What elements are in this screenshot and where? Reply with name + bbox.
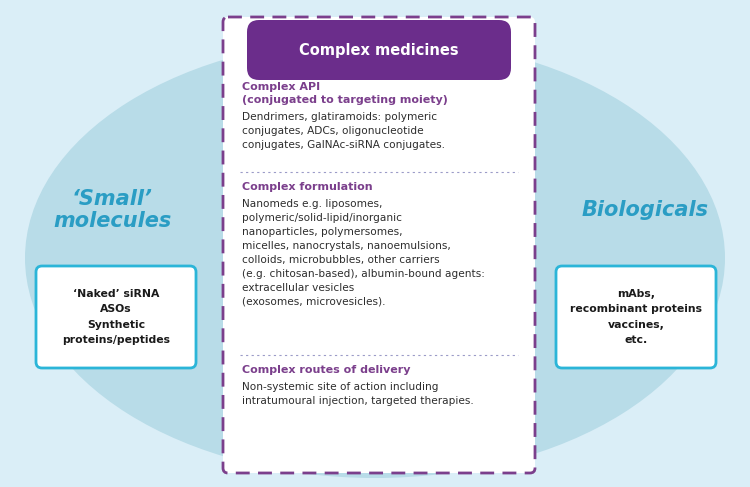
FancyBboxPatch shape xyxy=(556,266,716,368)
FancyBboxPatch shape xyxy=(36,266,196,368)
Text: Biologicals: Biologicals xyxy=(581,200,709,220)
Text: Complex routes of delivery: Complex routes of delivery xyxy=(242,365,410,375)
Text: mAbs,
recombinant proteins
vaccines,
etc.: mAbs, recombinant proteins vaccines, etc… xyxy=(570,289,702,345)
Text: Complex formulation: Complex formulation xyxy=(242,182,373,192)
Text: Dendrimers, glatiramoids: polymeric
conjugates, ADCs, oligonucleotide
conjugates: Dendrimers, glatiramoids: polymeric conj… xyxy=(242,112,445,150)
Text: Complex medicines: Complex medicines xyxy=(299,43,459,58)
FancyBboxPatch shape xyxy=(223,17,535,473)
Text: Non-systemic site of action including
intratumoural injection, targeted therapie: Non-systemic site of action including in… xyxy=(242,382,474,406)
FancyBboxPatch shape xyxy=(247,20,511,80)
Text: Nanomeds e.g. liposomes,
polymeric/solid-lipid/inorganic
nanoparticles, polymers: Nanomeds e.g. liposomes, polymeric/solid… xyxy=(242,199,484,307)
Ellipse shape xyxy=(25,38,725,478)
Text: ‘Naked’ siRNA
ASOs
Synthetic
proteins/peptides: ‘Naked’ siRNA ASOs Synthetic proteins/pe… xyxy=(62,289,170,345)
Text: Complex API
(conjugated to targeting moiety): Complex API (conjugated to targeting moi… xyxy=(242,82,448,105)
Text: ‘Small’
molecules: ‘Small’ molecules xyxy=(53,189,171,231)
